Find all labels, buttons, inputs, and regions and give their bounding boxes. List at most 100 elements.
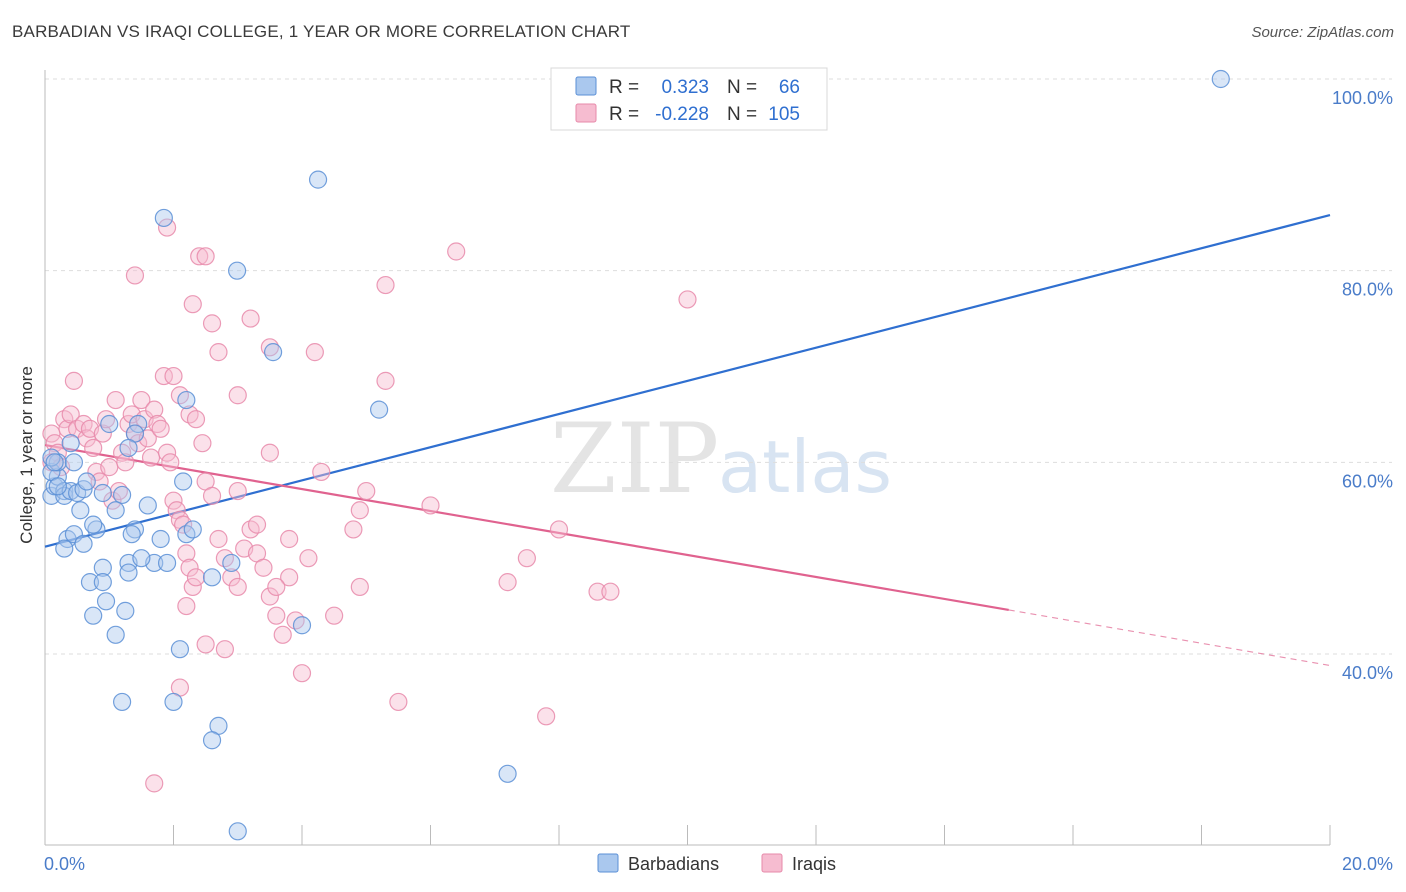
point-iraqis [376,371,395,390]
legend-r-value: -0.228 [655,104,709,125]
point-barbadians [45,453,64,472]
point-barbadians [106,501,125,520]
point-iraqis [64,371,84,390]
legend-label-iraqis: Iraqis [792,854,836,874]
legend-n-value: 66 [779,77,800,98]
point-barbadians [48,477,67,496]
point-barbadians [119,438,138,458]
point-barbadians [228,822,247,841]
point-barbadians [498,764,517,783]
point-barbadians [71,501,90,520]
point-barbadians [170,640,190,659]
point-iraqis [183,577,202,597]
point-iraqis [164,366,183,386]
y-tick-label: 80.0% [1342,280,1393,300]
point-iraqis [193,434,212,453]
point-barbadians [202,568,222,587]
point-iraqis [292,664,312,683]
point-iraqis [267,606,286,625]
point-iraqis [228,386,247,405]
point-barbadians [122,525,141,544]
point-barbadians [183,520,202,539]
point-iraqis [93,424,112,443]
point-iraqis [129,434,148,453]
point-iraqis [186,410,206,429]
point-iraqis [209,343,228,362]
point-barbadians [125,520,145,539]
point-iraqis [376,275,395,295]
legend-swatch-barbadians [597,853,619,873]
point-iraqis [588,582,607,601]
point-barbadians [112,692,132,712]
point-barbadians [164,692,183,712]
point-iraqis [177,544,196,563]
point-iraqis [312,462,331,482]
point-barbadians [100,414,119,434]
point-iraqis [537,707,556,726]
point-iraqis [180,558,199,577]
point-iraqis [357,481,376,501]
point-barbadians [55,539,74,558]
point-barbadians [202,731,222,750]
data-points [42,69,1230,841]
legend-swatch-pink [575,103,597,123]
point-iraqis [280,568,299,587]
point-iraqis [260,443,279,462]
point-iraqis [116,453,135,472]
point-iraqis [164,491,183,510]
y-tick-label: 60.0% [1342,471,1393,491]
point-iraqis [228,577,247,597]
point-iraqis [267,577,286,597]
point-iraqis [45,434,64,453]
legend-r-label: R = [609,104,639,125]
point-iraqis [350,577,369,597]
point-iraqis [125,266,145,285]
point-barbadians [292,616,312,635]
legend-n-value: 105 [768,104,800,125]
point-barbadians [96,592,116,611]
legend-r-label: R = [609,77,639,98]
watermark-atlas: atlas [718,425,892,509]
point-iraqis [280,529,299,549]
point-iraqis [84,438,103,458]
point-iraqis [549,520,569,539]
point-iraqis [174,515,193,534]
point-barbadians [84,515,103,534]
point-barbadians [80,573,100,592]
point-iraqis [260,338,279,357]
series-legend: Barbadians Iraqis [597,853,836,874]
legend-n-label: N = [727,104,757,125]
point-barbadians [1211,69,1230,89]
point-barbadians [106,625,125,644]
grid-lines [45,78,1392,655]
point-iraqis [241,309,260,328]
point-iraqis [325,606,344,625]
point-iraqis [202,314,222,333]
point-iraqis [678,290,697,309]
point-iraqis [196,635,215,654]
legend-r-value: 0.323 [661,77,709,98]
legend-box [550,67,828,131]
point-barbadians [151,529,170,549]
legend-n-label: N = [727,77,757,98]
point-barbadians [84,606,103,625]
x-tick-label: 0.0% [44,854,85,874]
trend-line-barbadians [44,214,1331,548]
point-iraqis [100,458,119,477]
point-barbadians [119,563,138,582]
point-iraqis [498,573,517,592]
point-iraqis [157,218,177,237]
point-barbadians [112,485,132,505]
point-iraqis [132,390,151,410]
legend-swatch-blue [575,76,597,96]
point-iraqis [148,414,167,434]
point-iraqis [145,774,164,793]
point-barbadians [61,434,80,453]
point-iraqis [90,472,109,491]
point-iraqis [190,247,209,266]
point-iraqis [215,640,234,659]
point-barbadians [93,573,112,592]
point-barbadians [157,553,177,573]
point-iraqis [222,568,241,587]
point-iraqis [344,520,363,539]
